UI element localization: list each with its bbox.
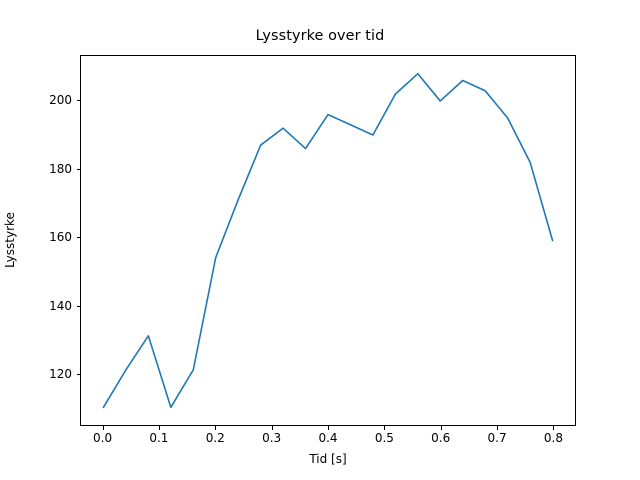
- x-tick-label: 0.2: [205, 431, 225, 445]
- y-tick-label: 160: [49, 230, 72, 245]
- y-tick-mark: [76, 237, 80, 239]
- y-tick-mark: [76, 305, 80, 307]
- y-tick-label: 180: [49, 161, 72, 176]
- y-tick-label: 120: [49, 366, 72, 381]
- y-tick-mark: [76, 100, 80, 102]
- x-tick-mark: [440, 426, 442, 430]
- x-tick-label: 0.7: [487, 431, 507, 445]
- x-tick-label: 0.0: [93, 431, 113, 445]
- y-tick-mark: [76, 373, 80, 375]
- y-tick-mark: [76, 168, 80, 170]
- data-series-line: [102, 72, 554, 409]
- x-tick-mark: [497, 426, 499, 430]
- x-tick-label: 0.6: [431, 431, 451, 445]
- x-tick-mark: [384, 426, 386, 430]
- x-tick-mark: [102, 426, 104, 430]
- x-tick-label: 0.8: [543, 431, 563, 445]
- chart-title: Lysstyrke over tid: [255, 28, 385, 44]
- line-chart-svg: [102, 72, 554, 409]
- x-tick-mark: [553, 426, 555, 430]
- x-tick-mark: [158, 426, 160, 430]
- x-tick-mark: [271, 426, 273, 430]
- x-tick-mark: [328, 426, 329, 430]
- x-tick-label: 0.4: [318, 431, 338, 445]
- y-tick-label: 140: [49, 298, 72, 313]
- y-tick-label: 200: [49, 93, 72, 108]
- y-axis-label: Lysstyrke: [3, 212, 17, 268]
- x-tick-label: 0.3: [262, 431, 282, 445]
- x-tick-label: 0.1: [149, 431, 169, 445]
- x-tick-label: 0.5: [374, 431, 394, 445]
- plot-area: [80, 55, 576, 426]
- x-axis-label: Tid [s]: [309, 452, 347, 466]
- x-tick-mark: [215, 426, 217, 430]
